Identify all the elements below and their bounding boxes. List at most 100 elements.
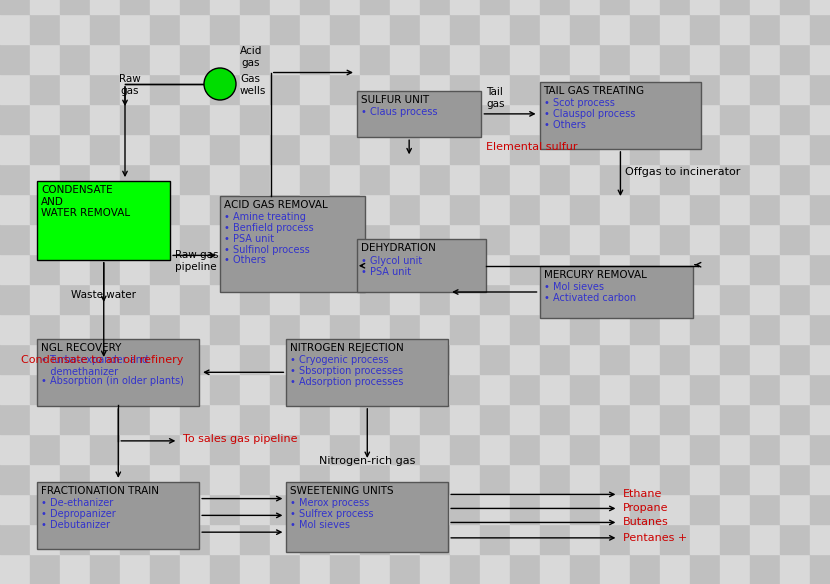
Bar	[510, 554, 540, 584]
Text: NGL RECOVERY: NGL RECOVERY	[42, 343, 122, 353]
Bar	[630, 344, 660, 374]
Bar	[120, 554, 150, 584]
Text: TAIL GAS TREATING: TAIL GAS TREATING	[544, 86, 645, 96]
Bar	[90, 374, 120, 404]
Bar	[420, 134, 450, 164]
Bar	[210, 464, 240, 494]
Bar	[120, 134, 150, 164]
Bar	[360, 494, 390, 524]
Text: MERCURY REMOVAL: MERCURY REMOVAL	[544, 270, 647, 280]
Bar	[360, 524, 390, 554]
Bar	[240, 494, 270, 524]
Bar	[300, 554, 330, 584]
Bar	[420, 464, 450, 494]
Bar	[90, 494, 120, 524]
Bar	[60, 284, 90, 314]
Bar	[690, 194, 720, 224]
Text: • Cryogenic process: • Cryogenic process	[290, 355, 388, 365]
Bar	[30, 194, 60, 224]
Bar	[180, 464, 210, 494]
Bar	[780, 494, 810, 524]
Bar	[540, 0, 570, 14]
Bar	[690, 524, 720, 554]
Bar	[630, 464, 660, 494]
Bar	[180, 194, 210, 224]
Bar	[540, 554, 570, 584]
Bar	[360, 254, 390, 284]
Bar	[180, 374, 210, 404]
Bar	[450, 254, 480, 284]
Bar	[60, 74, 90, 104]
Bar	[90, 524, 120, 554]
Bar	[690, 284, 720, 314]
Bar	[660, 494, 690, 524]
Bar	[570, 74, 600, 104]
Bar	[450, 404, 480, 434]
Bar	[150, 344, 180, 374]
Bar	[420, 44, 450, 74]
Bar	[780, 554, 810, 584]
Bar	[420, 554, 450, 584]
Bar	[270, 194, 300, 224]
Bar	[120, 404, 150, 434]
Bar	[60, 224, 90, 254]
Bar	[720, 404, 750, 434]
Bar	[330, 194, 360, 224]
Bar	[420, 224, 450, 254]
Bar	[30, 224, 60, 254]
Bar	[300, 164, 330, 194]
Bar	[390, 134, 420, 164]
Bar	[300, 404, 330, 434]
Bar	[480, 134, 510, 164]
Bar	[300, 464, 330, 494]
Bar	[90, 554, 120, 584]
Bar	[330, 254, 360, 284]
Bar	[540, 104, 570, 134]
Bar	[120, 374, 150, 404]
Bar	[330, 0, 360, 14]
Bar	[270, 314, 300, 344]
Bar	[150, 464, 180, 494]
Bar	[390, 194, 420, 224]
Bar	[30, 44, 60, 74]
Bar	[630, 0, 660, 14]
Bar	[780, 284, 810, 314]
Bar	[450, 494, 480, 524]
Bar	[240, 434, 270, 464]
Text: • Claus process: • Claus process	[361, 107, 437, 117]
Bar	[270, 14, 300, 44]
Bar	[780, 14, 810, 44]
Bar	[357, 91, 481, 137]
Bar	[600, 554, 630, 584]
Bar	[330, 464, 360, 494]
Bar	[150, 434, 180, 464]
Bar	[240, 104, 270, 134]
Bar	[150, 14, 180, 44]
Bar	[150, 44, 180, 74]
Bar	[660, 194, 690, 224]
Bar	[210, 254, 240, 284]
Bar	[360, 224, 390, 254]
Text: • Activated carbon: • Activated carbon	[544, 293, 636, 303]
Bar	[180, 344, 210, 374]
Bar	[30, 134, 60, 164]
Bar	[60, 134, 90, 164]
Bar	[90, 44, 120, 74]
Bar	[480, 0, 510, 14]
Bar	[330, 434, 360, 464]
Bar	[30, 314, 60, 344]
Bar	[750, 344, 780, 374]
Bar	[300, 134, 330, 164]
Bar	[120, 524, 150, 554]
Bar	[720, 254, 750, 284]
Bar	[660, 44, 690, 74]
Bar	[600, 44, 630, 74]
Bar	[720, 44, 750, 74]
Bar	[690, 404, 720, 434]
Bar	[180, 434, 210, 464]
Bar	[600, 314, 630, 344]
Text: NITROGEN REJECTION: NITROGEN REJECTION	[290, 343, 404, 353]
Bar	[660, 0, 690, 14]
Text: DEHYDRATION: DEHYDRATION	[361, 244, 436, 253]
Bar	[90, 314, 120, 344]
